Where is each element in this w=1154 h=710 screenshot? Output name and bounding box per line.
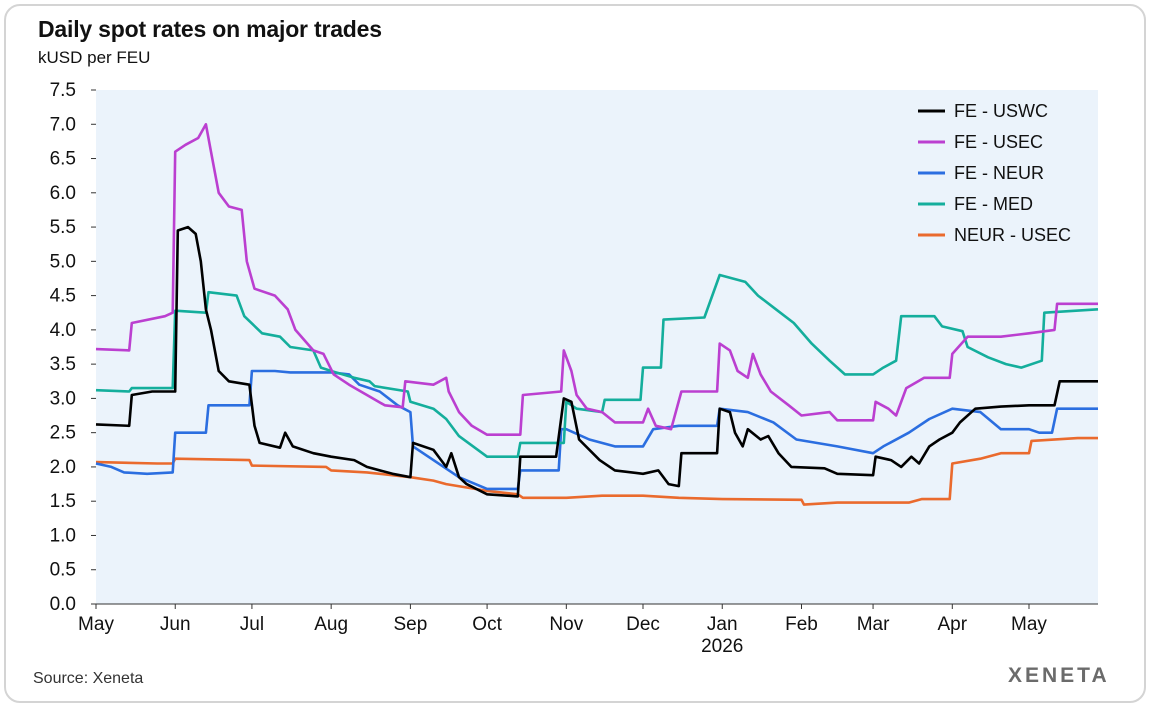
source-note: Source: Xeneta bbox=[33, 670, 144, 687]
legend-label: FE - USEC bbox=[954, 132, 1043, 152]
x-tick-label: Sep bbox=[393, 614, 427, 635]
y-tick-label: 0.0 bbox=[50, 594, 76, 615]
y-tick-label: 4.5 bbox=[50, 286, 76, 307]
y-tick-label: 3.5 bbox=[50, 354, 76, 375]
y-tick-label: 7.0 bbox=[50, 114, 76, 135]
x-tick-label: Oct bbox=[472, 614, 502, 635]
y-tick-label: 5.5 bbox=[50, 217, 76, 238]
y-axis: 0.0 0.5 1.0 1.5 2.0 2.5 3.0 3.5 4.0 4.5 5.0 5.5 6.0 6… bbox=[50, 80, 96, 615]
x-tick-label: Aug bbox=[314, 614, 348, 635]
y-tick-label: 0.5 bbox=[50, 560, 76, 581]
x-tick-label: May bbox=[1011, 614, 1047, 635]
x-tick-label: Jul bbox=[240, 614, 264, 635]
y-tick-label: 1.5 bbox=[50, 491, 76, 512]
series-group bbox=[95, 123, 1099, 506]
x-tick-label: Mar bbox=[857, 614, 890, 635]
x-tick-label: Jun bbox=[160, 614, 191, 635]
y-tick-label: 2.0 bbox=[50, 457, 76, 478]
legend-label: FE - USWC bbox=[954, 101, 1048, 121]
y-tick-label: 6.0 bbox=[50, 183, 76, 204]
series-line-fe-uswc bbox=[95, 225, 1098, 498]
x-tick-label: Apr bbox=[938, 614, 968, 635]
x-tick-label: Dec bbox=[626, 614, 660, 635]
y-tick-label: 6.5 bbox=[50, 149, 76, 170]
series-line-fe-usec bbox=[95, 123, 1098, 436]
y-tick-label: 2.5 bbox=[50, 423, 76, 444]
series-line-neur-usec bbox=[95, 436, 1098, 506]
y-tick-label: 7.5 bbox=[50, 80, 76, 101]
series-line-fe-neur bbox=[95, 369, 1098, 491]
legend-label: FE - NEUR bbox=[954, 163, 1044, 183]
x-axis: May Jun Jul Aug Sep Oct Nov Dec Jan Feb Mar Apr May 2… bbox=[78, 604, 1047, 657]
legend-label: NEUR - USEC bbox=[954, 225, 1071, 245]
legend: FE - USWC FE - USEC FE - NEUR FE - MED NEUR … bbox=[918, 101, 1071, 245]
x-tick-label: Jan bbox=[707, 614, 738, 635]
chart-title: Daily spot rates on major trades bbox=[38, 16, 382, 42]
y-tick-label: 1.0 bbox=[50, 525, 76, 546]
chart-subtitle: kUSD per FEU bbox=[38, 48, 151, 67]
x-tick-label: Feb bbox=[785, 614, 818, 635]
x-tick-label: Nov bbox=[549, 614, 583, 635]
x-year-label: 2026 bbox=[701, 636, 743, 657]
legend-label: FE - MED bbox=[954, 194, 1033, 214]
x-tick-label: May bbox=[78, 614, 114, 635]
brand-logo: XENETA bbox=[1008, 664, 1110, 687]
y-tick-label: 5.0 bbox=[50, 251, 76, 272]
plot-area bbox=[96, 90, 1098, 604]
y-tick-label: 3.0 bbox=[50, 388, 76, 409]
y-tick-label: 4.0 bbox=[50, 320, 76, 341]
